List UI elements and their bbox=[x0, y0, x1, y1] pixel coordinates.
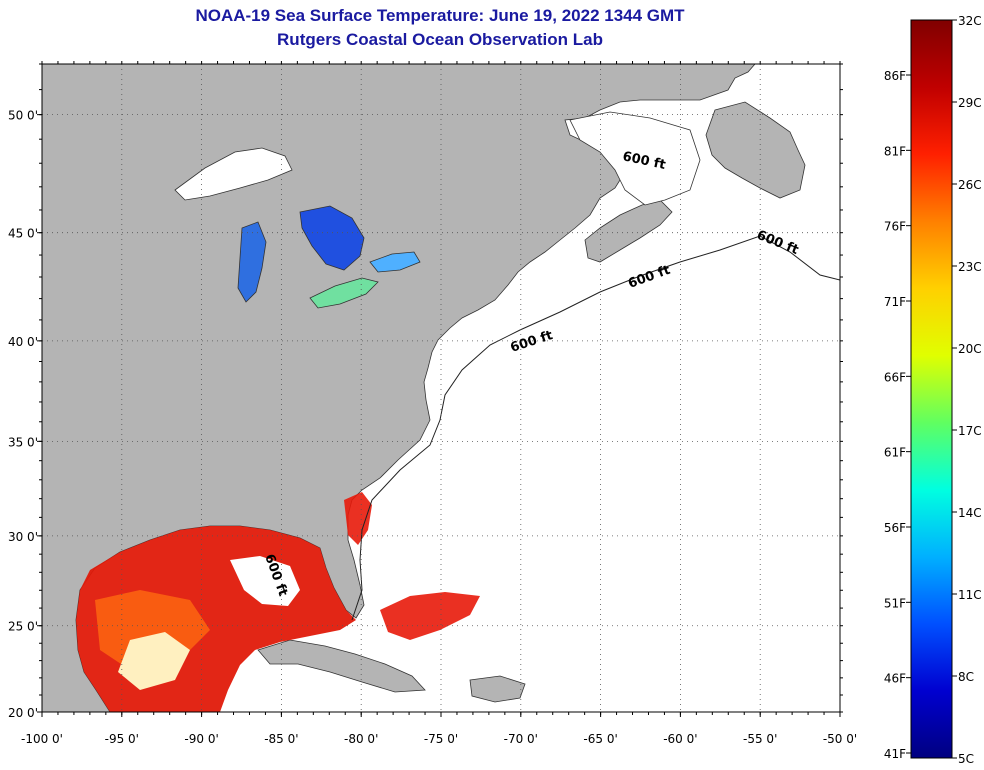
colorbar-c-label: 14C bbox=[958, 506, 982, 520]
colorbar-f-label: 46F bbox=[884, 672, 906, 686]
colorbar-f-label: 66F bbox=[884, 370, 906, 384]
lake-michigan bbox=[237, 221, 267, 303]
colorbar-c-label: 11C bbox=[958, 588, 982, 602]
colorbar-c-label: 29C bbox=[958, 96, 982, 110]
lon-tick-label: -65 0' bbox=[583, 732, 617, 746]
lat-tick-label: 35 0' bbox=[8, 435, 38, 449]
lat-tick-label: 45 0' bbox=[8, 227, 38, 241]
colorbar-c-label: 5C bbox=[958, 752, 974, 766]
lon-tick-label: -60 0' bbox=[663, 732, 697, 746]
colorbar-f-label: 86F bbox=[884, 69, 906, 83]
colorbar-c-label: 17C bbox=[958, 424, 982, 438]
sst-cloud-gap-south bbox=[118, 632, 190, 690]
island-hispaniola bbox=[469, 675, 526, 703]
island-newfoundland bbox=[705, 101, 806, 199]
colorbar-c-label: 26C bbox=[958, 178, 982, 192]
map-subtitle: Rutgers Coastal Ocean Observation Lab bbox=[277, 30, 603, 49]
colorbar-f-label: 41F bbox=[884, 747, 906, 761]
colorbar-gradient bbox=[910, 19, 953, 759]
lat-tick-label: 25 0' bbox=[8, 620, 38, 634]
lon-tick-label: -75 0' bbox=[424, 732, 458, 746]
map-axes: -100 0' -95 0' -90 0' -85 0' -80 0' -75 0' -70… bbox=[8, 61, 857, 746]
lon-tick-label: -70 0' bbox=[504, 732, 538, 746]
colorbar-f-label: 71F bbox=[884, 295, 906, 309]
colorbar-c-label: 23C bbox=[958, 260, 982, 274]
lake-erie bbox=[309, 277, 379, 309]
lat-tick-label: 40 0' bbox=[8, 335, 38, 349]
gulf-st-lawrence bbox=[569, 111, 701, 206]
lake-ontario bbox=[369, 251, 421, 273]
lon-tick-label: -50 0' bbox=[823, 732, 857, 746]
colorbar-c-label: 32C bbox=[958, 14, 982, 28]
lon-tick-label: -55 0' bbox=[743, 732, 777, 746]
colorbar-f-label: 51F bbox=[884, 596, 906, 610]
sst-cloud-gap bbox=[230, 556, 300, 606]
lon-tick-label: -90 0' bbox=[184, 732, 218, 746]
land-nova-scotia bbox=[584, 199, 673, 263]
lon-tick-label: -80 0' bbox=[344, 732, 378, 746]
lon-tick-label: -85 0' bbox=[264, 732, 298, 746]
colorbar-f-label: 76F bbox=[884, 220, 906, 234]
graticule bbox=[42, 64, 840, 712]
contour-600ft bbox=[351, 235, 840, 621]
island-cuba bbox=[257, 639, 426, 693]
lon-tick-label: -95 0' bbox=[105, 732, 139, 746]
colorbar-c-label: 20C bbox=[958, 342, 982, 356]
colorbar-labels: 32C 29C 26C 23C 20C 17C 14C 11C 8C 5C 86F 81F 76F 71F… bbox=[884, 14, 982, 766]
lat-tick-label: 20 0' bbox=[8, 706, 38, 720]
map-title: NOAA-19 Sea Surface Temperature: June 19… bbox=[195, 6, 685, 25]
sst-bahamas bbox=[380, 592, 480, 640]
lake-huron bbox=[299, 205, 365, 271]
colorbar-f-label: 61F bbox=[884, 446, 906, 460]
lon-tick-label: -100 0' bbox=[21, 732, 63, 746]
lake-superior bbox=[174, 147, 293, 201]
lat-tick-label: 30 0' bbox=[8, 530, 38, 544]
colorbar-c-label: 8C bbox=[958, 670, 974, 684]
lat-tick-label: 50 0' bbox=[8, 109, 38, 123]
colorbar-f-label: 81F bbox=[884, 144, 906, 158]
sst-atlantic-florida bbox=[344, 492, 372, 545]
colorbar-f-label: 56F bbox=[884, 521, 906, 535]
